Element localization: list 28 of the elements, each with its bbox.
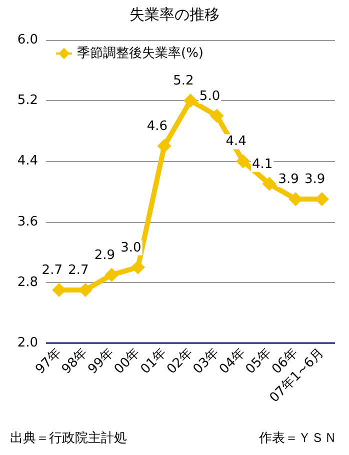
y-tick-label: 5.2	[17, 93, 38, 108]
chart-title: 失業率の推移	[130, 6, 220, 24]
data-label: 2.7	[42, 262, 62, 278]
data-label: 5.0	[199, 88, 220, 104]
point	[104, 268, 119, 282]
data-label: 2.7	[68, 262, 89, 278]
point	[157, 139, 172, 154]
data-label: 4.6	[146, 119, 168, 134]
y-tick-label: 6.0	[17, 32, 38, 48]
data-label: 2.9	[94, 248, 116, 263]
data-label: 3.0	[120, 240, 142, 256]
point	[262, 176, 276, 191]
data-label: 4.4	[226, 134, 246, 150]
point	[210, 108, 224, 123]
data-label: 4.1	[252, 156, 273, 172]
point	[236, 154, 250, 168]
data-label: 3.9	[278, 172, 299, 188]
data-label: 3.9	[304, 172, 326, 188]
y-tick-label: 4.4	[17, 154, 38, 169]
data-label: 5.2	[173, 74, 194, 89]
y-tick-label: 2.8	[17, 274, 38, 290]
source-note: 出典＝行政院主計処	[10, 430, 127, 446]
text: 作表＝ＹＳＮ	[258, 431, 337, 446]
y-tick-label: 2.0	[17, 336, 38, 350]
point	[184, 94, 198, 108]
point	[130, 260, 145, 274]
y-tick-label: 3.6	[17, 214, 38, 230]
legend-label: 季節調整後失業率(%)	[77, 45, 204, 61]
